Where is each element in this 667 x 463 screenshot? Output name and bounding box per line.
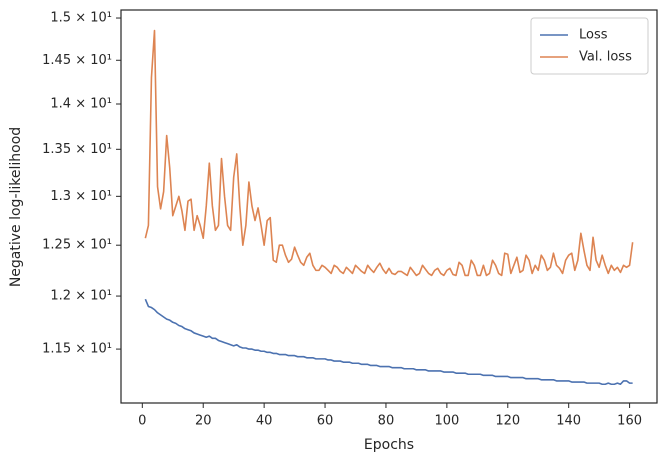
x-tick-label: 80 [378,414,395,429]
legend-label: Loss [579,28,608,43]
y-axis-label: Negative log-likelihood [8,127,24,287]
x-tick-label: 40 [256,414,273,429]
x-tick-label: 60 [317,414,334,429]
x-tick-label: 20 [195,414,212,429]
x-axis-label: Epochs [364,437,414,453]
legend: Loss Val. loss [530,17,649,75]
x-tick-label: 160 [617,414,642,429]
y-tick-label: 1.45 × 10¹ [42,53,112,68]
x-tick-label: 100 [434,414,459,429]
y-tick-label: 1.5 × 10¹ [50,11,112,26]
line [144,29,634,277]
line [144,298,633,386]
x-tick-label: 0 [138,414,146,429]
y-tick-label: 1.35 × 10¹ [42,142,112,157]
x-tick-label: 120 [495,414,520,429]
y-tick-label: 1.3 × 10¹ [50,189,112,204]
legend-label: Val. loss [579,50,632,65]
x-tick-label: 140 [556,414,581,429]
plot-frame [120,9,658,404]
y-tick-label: 1.2 × 10¹ [50,289,112,304]
y-tick-label: 1.25 × 10¹ [42,238,112,253]
y-tick-label: 1.15 × 10¹ [42,342,112,357]
y-tick-label: 1.4 × 10¹ [50,96,112,111]
legend-box [530,17,649,75]
